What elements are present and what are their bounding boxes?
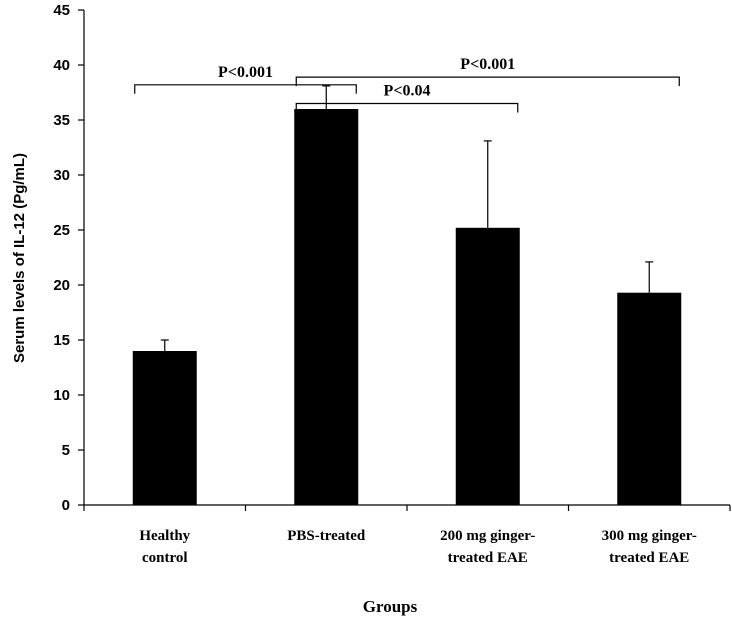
- y-axis-title: Serum levels of IL-12 (Pg/mL): [11, 153, 28, 363]
- significance-label: P<0.001: [218, 64, 273, 81]
- bar: [617, 292, 682, 505]
- y-axis: 0 5 10 15 20 25 30 35 40 45: [53, 2, 85, 514]
- y-tick-label: 40: [53, 57, 70, 74]
- x-tick-label: PBS-treated: [287, 528, 366, 544]
- x-tick-label: 300 mg ginger-: [602, 528, 697, 544]
- x-tick-label: treated EAE: [609, 550, 689, 566]
- bar: [455, 227, 520, 506]
- y-tick-label: 20: [53, 277, 70, 294]
- bar: [132, 351, 197, 505]
- significance-bracket: [134, 84, 357, 94]
- significance-bracket: [295, 76, 680, 87]
- x-tick-label: treated EAE: [448, 550, 528, 566]
- y-tick-label: 35: [53, 112, 70, 129]
- x-axis: [83, 504, 731, 511]
- significance-label: P<0.04: [384, 83, 431, 100]
- x-axis-title: Groups: [363, 597, 418, 616]
- y-tick-label: 0: [62, 497, 70, 514]
- bar: [294, 109, 359, 505]
- y-tick-label: 45: [53, 2, 70, 19]
- significance-group: P<0.001 P<0.001 P<0.04: [134, 56, 680, 113]
- x-tick-label: Healthy: [139, 528, 190, 544]
- significance-bracket: [295, 102, 519, 113]
- category-labels-group: Healthy control PBS-treated 200 mg ginger-t…: [139, 528, 697, 566]
- x-tick-label: control: [142, 550, 188, 566]
- bars-group: [132, 109, 682, 506]
- significance-label: P<0.001: [460, 56, 515, 73]
- error-bars-group: [160, 85, 654, 351]
- y-tick-label: 5: [62, 442, 70, 459]
- y-tick-label: 25: [53, 222, 70, 239]
- y-tick-label: 15: [53, 332, 70, 349]
- x-tick-label: 200 mg ginger-: [440, 528, 535, 544]
- y-tick-label: 30: [53, 167, 70, 184]
- y-tick-label: 10: [53, 387, 70, 404]
